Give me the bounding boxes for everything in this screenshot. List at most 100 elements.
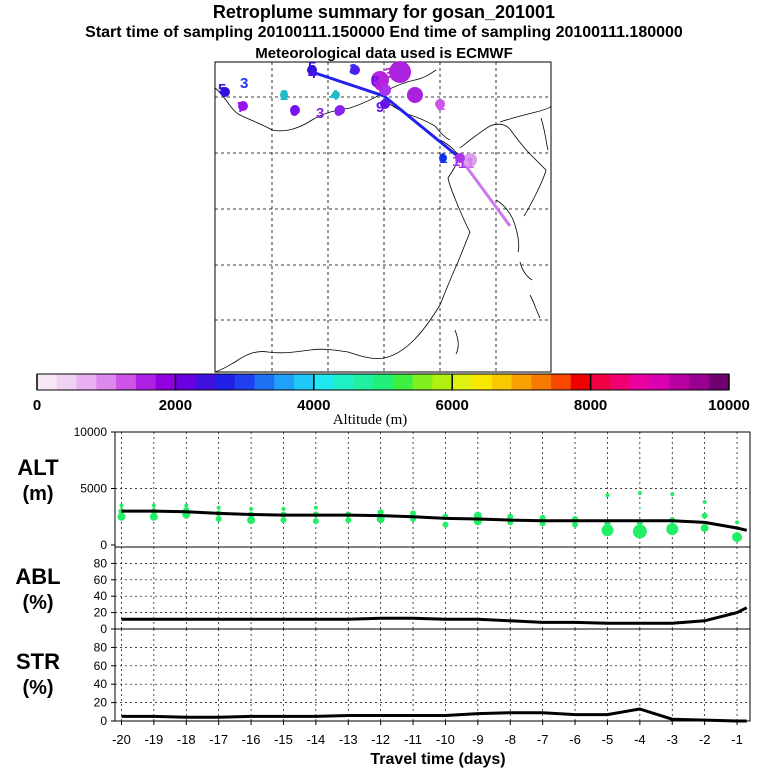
map-label: 8 (410, 87, 418, 104)
y-tick-label: 40 (94, 589, 108, 603)
alt-point (605, 493, 610, 498)
alt-panel-unit: (m) (22, 483, 53, 505)
str-line (121, 707, 747, 723)
abl-line (121, 606, 748, 625)
alt-point (313, 505, 318, 510)
map-label: 6 (290, 103, 298, 120)
alt-mean-line (121, 509, 748, 532)
map-label: 1 (452, 153, 460, 170)
map-label: 5 (218, 81, 226, 98)
str-panel: STR (%) 0 20 40 60 80 (16, 628, 751, 728)
colorbar-swatch (590, 374, 611, 390)
colorbar-swatch (412, 374, 433, 390)
alt-y-ticks: 0 5000 10000 (74, 425, 115, 552)
colorbar-swatch (175, 374, 196, 390)
colorbar-swatch (96, 374, 117, 390)
colorbar-swatch (56, 374, 77, 390)
colorbar-swatch (234, 374, 255, 390)
alt-panel-frame (114, 431, 751, 548)
alt-point (184, 503, 189, 508)
map-label: 1 (439, 150, 447, 167)
map-label: 8 (371, 73, 379, 90)
alt-point (249, 506, 254, 511)
map-label: 7 (237, 99, 245, 116)
alt-point (377, 509, 384, 516)
colorbar-swatch (610, 374, 631, 390)
colorbar-tick-label: 0 (33, 397, 41, 414)
colorbar-swatch (76, 374, 97, 390)
colorbar-swatch (689, 374, 710, 390)
alt-panel-label: ALT (17, 455, 59, 480)
map-label: 5 (308, 59, 316, 76)
y-tick-label: 60 (94, 573, 108, 587)
map-label: 9 (376, 99, 384, 116)
x-tick-label: -3 (666, 732, 678, 747)
map-label: 9 (402, 63, 410, 80)
map-label: 9 (375, 77, 383, 94)
colorbar-swatch (313, 374, 334, 390)
alt-point (149, 512, 158, 521)
colorbar-tick-label: 2000 (159, 397, 192, 414)
colorbar-swatch (432, 374, 453, 390)
alt-point (280, 517, 287, 524)
colorbar-swatch (155, 374, 176, 390)
coastlines (214, 69, 552, 373)
met-data-line: Meteorological data used is ECMWF (255, 45, 513, 62)
x-tick-label: -1 (731, 732, 743, 747)
x-tick-label: -15 (274, 732, 293, 747)
map-label: 3 (349, 61, 357, 78)
str-panel-label: STR (16, 649, 60, 674)
alt-point (670, 492, 675, 497)
sampling-time-line: Start time of sampling 20100111.150000 E… (85, 24, 683, 41)
alt-point (117, 512, 126, 521)
alt-point (666, 523, 679, 536)
colorbar-tick-label: 4000 (297, 397, 330, 414)
alt-point (216, 505, 221, 510)
x-tick-label: -10 (436, 732, 455, 747)
colorbar-tick-label: 6000 (436, 397, 469, 414)
x-tick-label: -14 (306, 732, 325, 747)
colorbar-swatch (214, 374, 236, 390)
x-axis-label: Travel time (days) (370, 751, 505, 768)
x-tick-label: -7 (537, 732, 549, 747)
x-tick-label: -6 (569, 732, 581, 747)
map-label: 3 (384, 65, 392, 82)
colorbar-swatch (570, 374, 591, 390)
alt-point (700, 524, 709, 533)
alt-point (735, 520, 740, 525)
colorbar-swatch (531, 374, 552, 390)
alt-point (572, 521, 579, 528)
map-label: 2 (437, 97, 445, 114)
y-tick-label: 40 (94, 677, 108, 691)
str-panel-unit: (%) (22, 677, 53, 699)
alt-gridlines (115, 432, 750, 547)
alt-point (701, 512, 708, 519)
colorbar-swatch (333, 374, 354, 390)
map-label: 4 (330, 87, 339, 104)
x-tick-label: -8 (504, 732, 516, 747)
y-tick-label: 20 (94, 606, 108, 620)
alt-point (151, 503, 156, 508)
map-label: 5 (393, 65, 401, 82)
colorbar-swatch (649, 374, 671, 390)
x-tick-label: -17 (209, 732, 228, 747)
y-tick-label: 60 (94, 659, 108, 673)
y-tick-label: 80 (94, 640, 108, 654)
x-tick-label: -5 (602, 732, 614, 747)
abl-panel-label: ABL (15, 564, 60, 589)
colorbar-swatch (254, 374, 275, 390)
alt-point (507, 513, 514, 520)
abl-gridlines (115, 547, 750, 629)
colorbar-tick-label: 8000 (574, 397, 607, 414)
colorbar-swatch (551, 374, 572, 390)
abl-y-ticks: 0 20 40 60 80 (94, 556, 115, 636)
x-tick-label: -12 (371, 732, 390, 747)
alt-point (281, 506, 286, 511)
alt-point (637, 491, 642, 496)
y-tick-label: 0 (100, 714, 107, 728)
y-tick-label: 10000 (74, 425, 108, 439)
map-label: 3 (240, 75, 248, 92)
map-label: 1 (466, 155, 474, 172)
